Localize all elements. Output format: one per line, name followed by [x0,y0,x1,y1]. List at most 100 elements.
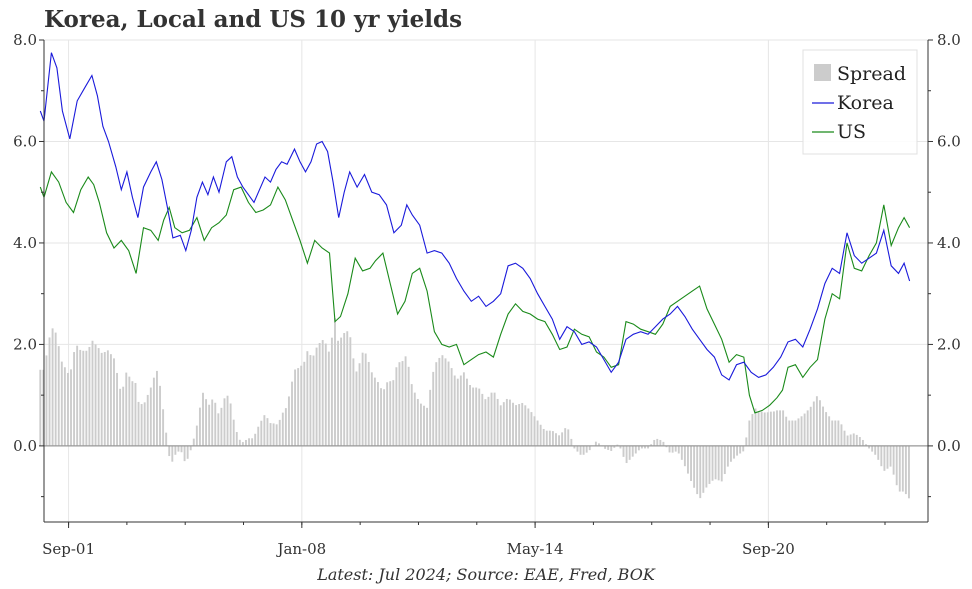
spread-bar [886,445,889,469]
spread-bar [548,430,551,446]
spread-bar [248,438,250,446]
spread-bar [39,369,42,446]
legend-korea-label: Korea [837,92,894,114]
spread-bar [561,432,564,446]
spread-bar [195,425,198,446]
spread-bar [671,445,674,453]
spread-bar [321,340,324,446]
spread-bar [711,445,714,481]
spread-bar [766,412,769,446]
spread-bar [432,371,435,446]
spread-bar [370,372,373,446]
spread-bar [763,412,766,446]
spread-bar [263,415,266,446]
spread-bar [699,445,702,499]
spread-bar [772,411,775,446]
spread-bar [794,420,797,446]
spread-bar [487,396,490,446]
spread-bar [168,445,171,457]
spread-bar [340,337,343,446]
y-tick-label-left: 8.0 [13,31,37,49]
spread-bar [159,385,161,446]
spread-bar [284,408,287,446]
spread-bar [594,441,597,446]
spread-bar [508,399,511,446]
spread-bar [395,367,398,446]
spread-bar [441,355,444,446]
spread-bar [865,444,867,446]
spread-bar [505,398,508,446]
spread-bar [564,428,567,446]
spread-bar [134,382,137,446]
legend-spread-swatch [814,64,831,81]
spread-bar [401,361,404,446]
legend: Spread Korea US [802,49,918,155]
spread-bar [97,348,100,446]
spread-bar [736,445,739,456]
spread-bar [530,412,533,446]
spread-bar [496,398,499,446]
spread-bar [63,367,66,446]
y-tick-label-left: 0.0 [13,437,37,455]
spread-bar [287,396,290,446]
spread-bar [165,432,168,446]
spread-bar [459,375,462,446]
spread-bar [742,445,745,452]
spread-bar [484,399,487,446]
spread-bar [613,445,616,448]
spread-bar [785,416,788,446]
y-tick-label-right: 4.0 [937,234,961,252]
spread-bar [66,372,69,446]
spread-bar [588,445,591,451]
spread-bar [579,445,582,455]
y-tick-label-right: 8.0 [937,31,961,49]
spread-bar [717,445,720,481]
spread-bar [291,381,293,446]
spread-bar [183,445,186,462]
spread-bar [91,340,94,446]
spread-bar [156,370,158,446]
spread-bar [266,418,269,446]
spread-bar [88,346,91,446]
spread-bar [229,403,232,446]
spread-bar [109,354,112,446]
spread-bar [343,333,346,446]
spread-bar [106,350,109,446]
spread-bar [113,358,115,446]
spread-bar [186,445,189,459]
spread-bar [622,445,625,457]
spread-bar [693,445,696,488]
spread-bar [272,423,275,446]
spread-bar [837,420,840,446]
spread-bar [303,361,306,446]
spread-bar [874,445,877,455]
spread-bar [361,352,364,446]
spread-bar [822,406,824,446]
spread-bar [846,435,849,446]
spread-bar [349,337,352,446]
legend-us-label: US [837,121,866,143]
spread-bar [868,445,871,449]
spread-bar [610,445,613,451]
spread-bar [828,416,831,446]
spread-bar [782,410,785,446]
chart-title: Korea, Local and US 10 yr yields [44,6,463,33]
spread-bar [364,353,367,446]
spread-bar [220,407,223,446]
spread-bar [674,445,677,452]
spread-bar [79,349,82,446]
spread-bar [558,435,561,446]
spread-bar [232,419,235,446]
spread-bar [650,444,653,446]
spread-bar [82,350,85,446]
spread-bar [726,445,729,467]
spread-bar [855,434,858,446]
spread-bar [469,385,471,446]
spread-bar [309,355,312,446]
spread-bar [883,445,886,471]
y-tick-label-left: 4.0 [13,234,37,252]
spread-bar [515,405,518,446]
spread-bar [616,444,619,446]
spread-bar [834,420,837,446]
